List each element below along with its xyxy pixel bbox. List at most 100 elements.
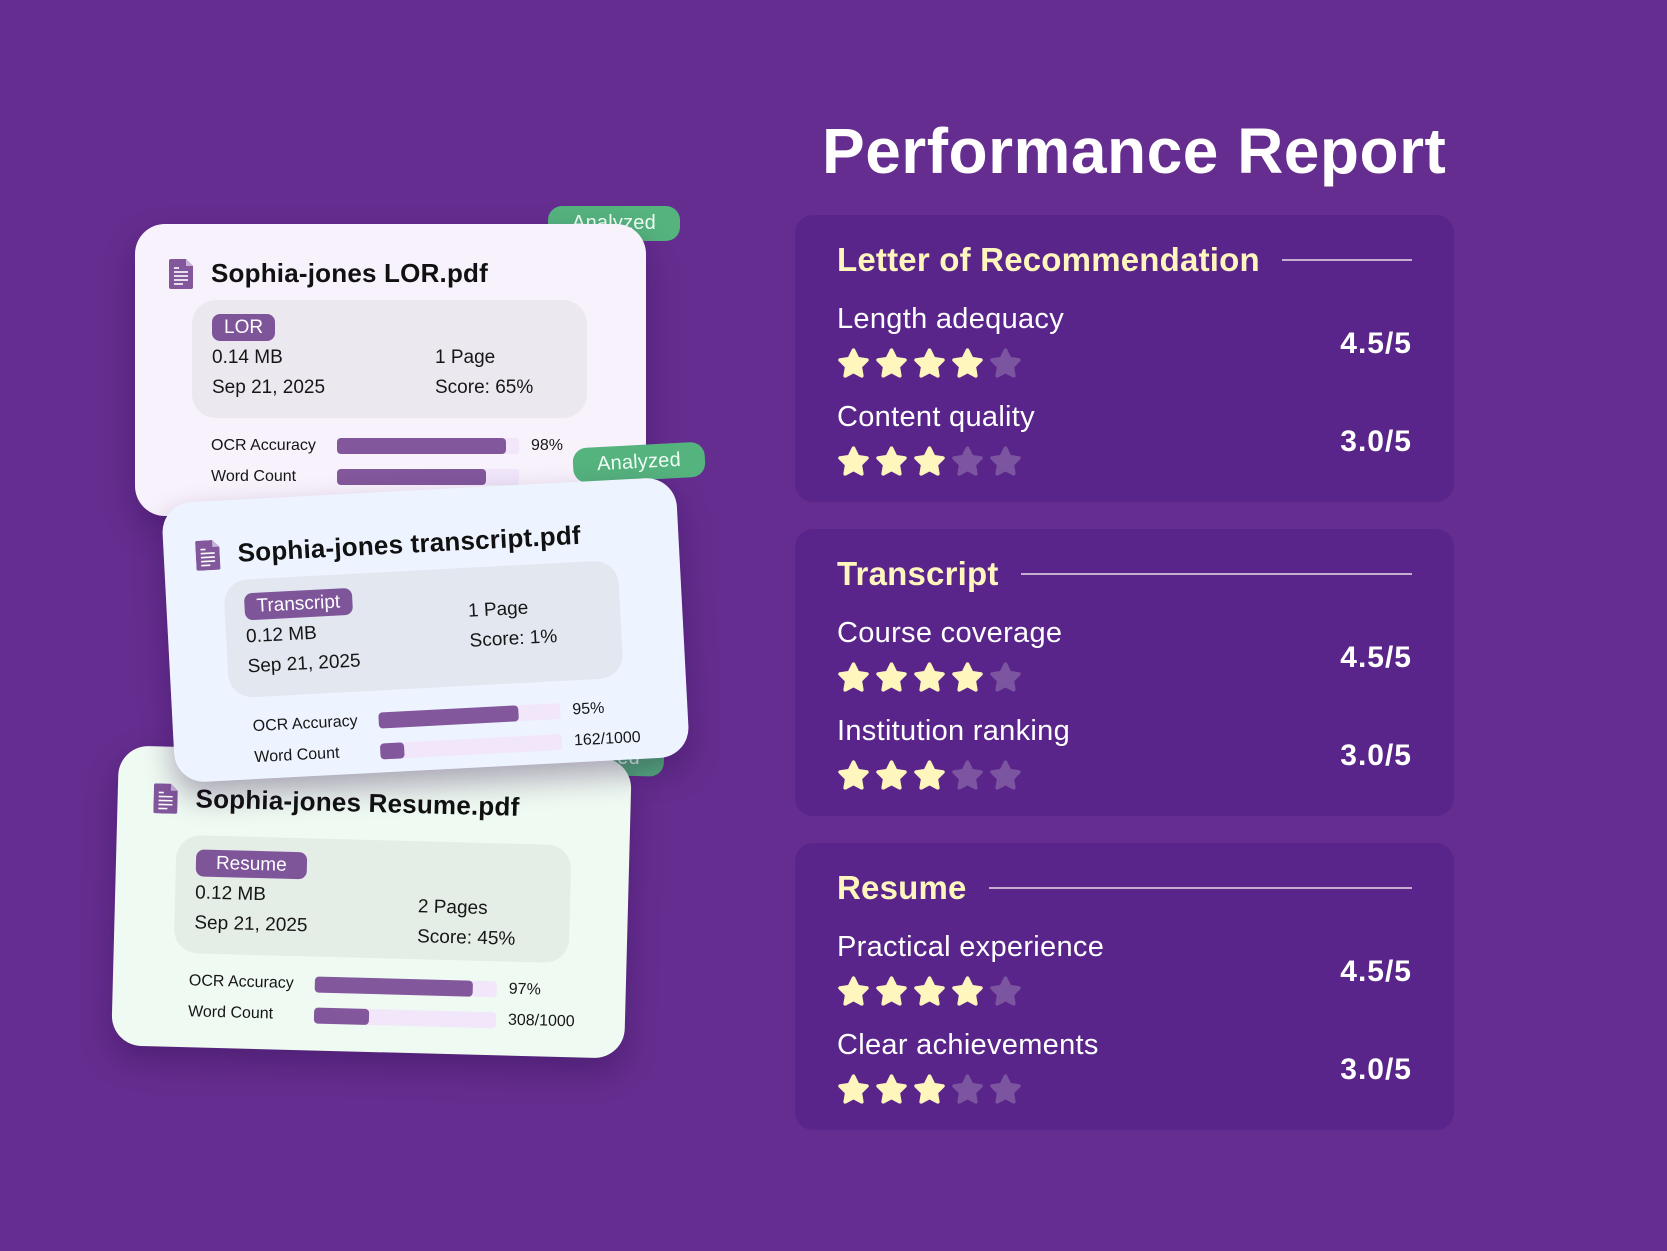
star-empty-icon bbox=[990, 446, 1021, 476]
document-title: Sophia-jones Resume.pdf bbox=[195, 783, 520, 822]
criterion-row: Length adequacy 4.5/5 bbox=[837, 303, 1412, 393]
star-filled-icon bbox=[914, 976, 945, 1006]
word-count-value: 308/1000 bbox=[507, 1011, 575, 1030]
ocr-accuracy-row: OCR Accuracy 98% bbox=[211, 436, 564, 454]
star-empty-icon bbox=[952, 760, 983, 790]
star-filled-icon bbox=[838, 1074, 869, 1104]
file-size: 0.14 MB bbox=[212, 347, 283, 368]
criterion-label: Clear achievements bbox=[837, 1029, 1099, 1061]
star-empty-icon bbox=[990, 348, 1021, 378]
star-filled-icon bbox=[876, 976, 907, 1006]
metrics: OCR Accuracy 98% Word Count bbox=[211, 430, 563, 492]
star-filled-icon bbox=[838, 662, 869, 692]
metrics: OCR Accuracy 97% Word Count 308/1000 bbox=[188, 965, 576, 1037]
star-empty-icon bbox=[990, 976, 1021, 1006]
word-count-bar bbox=[379, 733, 563, 760]
criterion-score: 3.0/5 bbox=[1340, 1053, 1412, 1086]
star-filled-icon bbox=[876, 446, 907, 476]
type-tag: LOR bbox=[212, 314, 276, 341]
star-empty-icon bbox=[990, 1074, 1021, 1104]
section-title: Transcript bbox=[837, 555, 999, 592]
file-date: Sep 21, 2025 bbox=[194, 912, 308, 937]
document-meta: Resume 0.12 MB Sep 21, 2025 2 Pages Scor… bbox=[173, 834, 572, 964]
star-rating bbox=[837, 347, 1022, 380]
star-filled-icon bbox=[914, 348, 945, 378]
type-tag: Transcript bbox=[243, 587, 353, 621]
document-meta: LOR 0.14 MB Sep 21, 2025 1 Page Score: 6… bbox=[192, 300, 587, 418]
criterion-row: Practical experience 4.5/5 bbox=[837, 931, 1412, 1021]
star-filled-icon bbox=[838, 348, 869, 378]
section-lor: Letter of Recommendation Length adequacy… bbox=[795, 215, 1454, 502]
star-filled-icon bbox=[952, 662, 983, 692]
ocr-accuracy-bar bbox=[378, 702, 561, 729]
analyzed-badge: Analyzed bbox=[572, 441, 706, 484]
ocr-accuracy-value: 95% bbox=[571, 699, 605, 718]
star-filled-icon bbox=[952, 348, 983, 378]
word-count-bar bbox=[337, 468, 519, 485]
criterion-label: Institution ranking bbox=[837, 715, 1070, 747]
criterion-row: Institution ranking 3.0/5 bbox=[837, 715, 1412, 805]
criterion-score: 3.0/5 bbox=[1340, 739, 1412, 772]
score: Score: 1% bbox=[469, 626, 558, 652]
ocr-accuracy-value: 97% bbox=[508, 980, 542, 998]
criterion-row: Clear achievements 3.0/5 bbox=[837, 1029, 1412, 1119]
section-title: Resume bbox=[837, 869, 967, 906]
section-title: Letter of Recommendation bbox=[837, 241, 1260, 278]
file-size: 0.12 MB bbox=[194, 882, 267, 906]
star-filled-icon bbox=[914, 446, 945, 476]
document-meta: Transcript 0.12 MB Sep 21, 2025 1 Page S… bbox=[223, 559, 624, 699]
score: Score: 65% bbox=[435, 377, 534, 398]
ocr-accuracy-value: 98% bbox=[531, 436, 564, 454]
ocr-accuracy-bar bbox=[314, 976, 497, 997]
word-count-row: Word Count bbox=[211, 461, 563, 492]
star-filled-icon bbox=[952, 976, 983, 1006]
star-rating bbox=[837, 445, 1022, 478]
star-filled-icon bbox=[838, 976, 869, 1006]
criterion-label: Length adequacy bbox=[837, 303, 1065, 335]
divider bbox=[1020, 573, 1412, 575]
page-title: Performance Report bbox=[822, 115, 1447, 187]
star-filled-icon bbox=[914, 1074, 945, 1104]
star-filled-icon bbox=[914, 662, 945, 692]
star-filled-icon bbox=[876, 348, 907, 378]
star-rating bbox=[837, 759, 1022, 792]
criterion-row: Content quality 3.0/5 bbox=[837, 401, 1412, 491]
page-count: 1 Page bbox=[467, 597, 529, 622]
type-tag: Resume bbox=[195, 849, 308, 880]
criterion-score: 4.5/5 bbox=[1340, 955, 1412, 988]
document-card-lor[interactable]: Sophia-jones LOR.pdf LOR 0.14 MB Sep 21,… bbox=[135, 224, 646, 516]
word-count-bar bbox=[313, 1007, 497, 1028]
document-title: Sophia-jones transcript.pdf bbox=[236, 519, 582, 568]
criterion-label: Content quality bbox=[837, 401, 1035, 433]
star-rating bbox=[837, 661, 1022, 694]
file-date: Sep 21, 2025 bbox=[247, 650, 362, 678]
star-filled-icon bbox=[914, 760, 945, 790]
file-size: 0.12 MB bbox=[245, 622, 318, 648]
star-filled-icon bbox=[838, 446, 869, 476]
file-date: Sep 21, 2025 bbox=[212, 377, 326, 398]
document-card-transcript[interactable]: Sophia-jones transcript.pdf Transcript 0… bbox=[161, 476, 690, 784]
divider bbox=[1281, 259, 1412, 261]
document-icon bbox=[195, 539, 221, 571]
star-rating bbox=[837, 975, 1022, 1008]
criterion-score: 4.5/5 bbox=[1340, 327, 1412, 360]
star-empty-icon bbox=[952, 1074, 983, 1104]
metrics: OCR Accuracy 95% Word Count 162/1000 bbox=[252, 691, 641, 773]
criterion-score: 3.0/5 bbox=[1340, 425, 1412, 458]
star-empty-icon bbox=[990, 662, 1021, 692]
divider bbox=[988, 887, 1412, 889]
star-filled-icon bbox=[838, 760, 869, 790]
ocr-accuracy-bar bbox=[337, 437, 519, 454]
section-transcript: Transcript Course coverage 4.5/5 Institu… bbox=[795, 529, 1454, 816]
document-card-resume[interactable]: Sophia-jones Resume.pdf Resume 0.12 MB S… bbox=[111, 745, 632, 1059]
document-icon bbox=[169, 258, 193, 289]
star-filled-icon bbox=[876, 662, 907, 692]
criterion-score: 4.5/5 bbox=[1340, 641, 1412, 674]
section-resume: Resume Practical experience 4.5/5 Clear … bbox=[795, 843, 1454, 1130]
document-title: Sophia-jones LOR.pdf bbox=[211, 258, 488, 288]
star-filled-icon bbox=[876, 760, 907, 790]
star-rating bbox=[837, 1073, 1022, 1106]
score: Score: 45% bbox=[416, 926, 516, 950]
page-count: 1 Page bbox=[435, 347, 496, 368]
